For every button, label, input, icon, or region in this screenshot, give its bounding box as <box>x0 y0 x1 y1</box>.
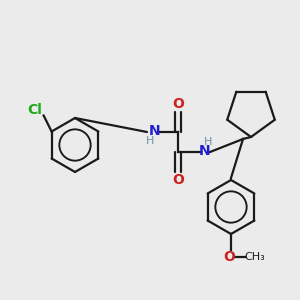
Text: O: O <box>223 250 235 264</box>
Text: CH₃: CH₃ <box>244 252 266 262</box>
Text: N: N <box>199 144 211 158</box>
Text: O: O <box>172 97 184 111</box>
Text: N: N <box>149 124 161 138</box>
Text: H: H <box>146 136 154 146</box>
Text: Cl: Cl <box>27 103 42 116</box>
Text: O: O <box>172 173 184 187</box>
Text: H: H <box>204 137 212 147</box>
